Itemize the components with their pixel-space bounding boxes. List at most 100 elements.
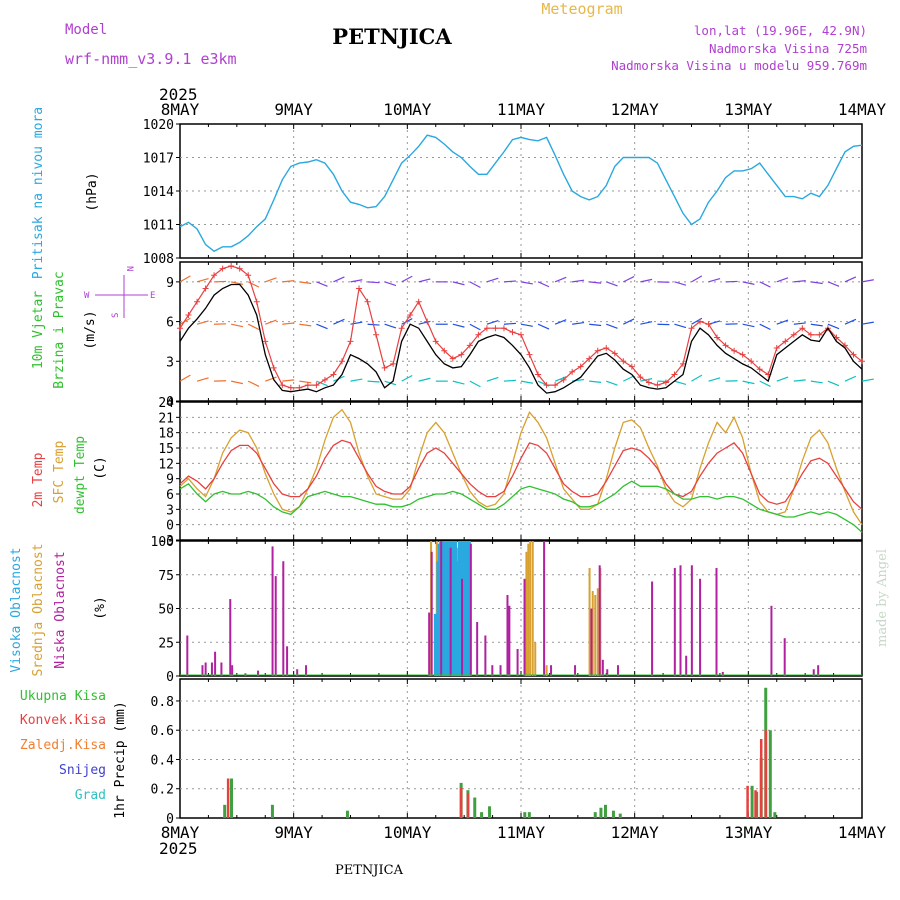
gust-marker — [211, 272, 218, 279]
pressure-unit: (hPa) — [85, 172, 100, 211]
precip-total-bar — [593, 812, 597, 818]
wind-arrow — [776, 376, 789, 382]
compass-e: E — [150, 291, 155, 301]
gust-marker — [245, 272, 252, 279]
credit: made by Angel — [875, 549, 890, 647]
cloud-low-bar — [699, 578, 702, 676]
gust-marker — [526, 351, 533, 358]
cloud-mid-bar — [591, 590, 594, 676]
gust-marker — [543, 382, 550, 389]
wind-arrow — [554, 319, 567, 325]
gust-marker — [628, 363, 635, 370]
y-tick-label: 1011 — [143, 219, 174, 234]
temp-ylabel-3: dewpt Temp — [73, 436, 88, 514]
y-tick-label: 100 — [151, 535, 174, 550]
gust-marker — [714, 334, 721, 341]
cloud-low-bar — [679, 565, 682, 676]
cloud-low-bar — [606, 669, 609, 676]
cloud-low-bar — [210, 662, 213, 676]
precip-conv-bar — [746, 785, 749, 818]
gust-marker — [790, 331, 797, 338]
wind-arrow — [265, 277, 277, 283]
gust-marker — [850, 351, 857, 358]
x-label-top: 14MAY — [838, 100, 887, 119]
cloud-low-bar — [651, 581, 654, 676]
cloud-high-bar — [457, 541, 461, 676]
cloud-low-bar — [305, 665, 308, 676]
gust-marker — [424, 318, 431, 325]
wind-arrow — [418, 278, 431, 283]
cloud-low-bar — [690, 565, 693, 676]
wind-arrow — [674, 281, 687, 286]
cloud-ylabel-3: Niska Oblacnost — [53, 551, 68, 668]
model-altitude: Nadmorska Visina u modelu 959.769m — [611, 58, 867, 73]
y-tick-label: 3 — [166, 503, 174, 518]
gust-marker — [390, 360, 397, 367]
legend-snow: Snijeg — [59, 763, 106, 778]
lonlat: lon,lat (19.96E, 42.9N) — [694, 23, 867, 38]
y-tick-label: 0.8 — [151, 695, 174, 710]
wind-arrow — [231, 323, 244, 328]
precip-total-bar — [603, 804, 607, 818]
gust-marker — [620, 358, 627, 365]
y-tick-label: 0.2 — [151, 783, 174, 798]
wind-arrow — [520, 281, 533, 285]
gust-marker — [194, 298, 201, 305]
wind-arrow — [861, 321, 874, 325]
cloud-low-bar — [685, 655, 688, 676]
gust-marker — [782, 338, 789, 345]
cloud-high-bar — [467, 541, 471, 676]
wind-arrow — [282, 379, 295, 382]
gust-marker — [799, 325, 806, 332]
cloud-low-bar — [186, 635, 189, 676]
y-tick-label: 24 — [158, 396, 174, 411]
y-tick-label: 1014 — [143, 185, 174, 200]
pressure-panel: 1008 1011 1014 1017 1020 — [143, 118, 863, 267]
wind-arrow — [861, 378, 874, 382]
gust-marker — [637, 374, 644, 381]
wind-arrow — [759, 323, 771, 331]
wind-arrow — [793, 280, 806, 283]
precip-total-bar — [773, 812, 777, 818]
wind-arrow — [606, 281, 618, 287]
precip-conv-bar — [226, 778, 230, 818]
gust-marker — [330, 371, 337, 378]
cloud-high-bar — [450, 541, 454, 676]
precip-total-bar — [750, 785, 754, 818]
wind-arrow — [742, 281, 755, 285]
y-tick-label: 1017 — [143, 152, 174, 167]
top-year-label: 2025 — [159, 85, 198, 104]
cloud-low-bar — [201, 665, 204, 676]
cloud-ylabel-2: Srednja Oblacnost — [31, 543, 46, 676]
x-label-top: 13MAY — [724, 100, 773, 119]
compass-n: N — [124, 266, 134, 271]
gust-marker — [270, 364, 277, 371]
y-tick-label: 0.6 — [151, 724, 174, 739]
gust-marker — [492, 325, 499, 332]
x-label-bottom: 8MAY — [161, 823, 200, 842]
cloud-low-bar — [449, 547, 452, 676]
precip-total-bar — [270, 804, 274, 818]
x-label-top: 12MAY — [611, 100, 660, 119]
y-tick-label: 9 — [166, 276, 174, 291]
cloud-mid-bar — [588, 568, 591, 676]
gust-marker — [364, 298, 371, 305]
precip-conv-bar — [759, 738, 763, 818]
cloud-low-bar — [715, 568, 718, 676]
cloud-mid-bar — [529, 541, 532, 676]
y-tick-label: 12 — [158, 457, 174, 472]
wind-arrow — [623, 375, 635, 382]
gust-marker — [475, 331, 482, 338]
x-label-bottom: 13MAY — [724, 823, 773, 842]
gust-marker — [756, 366, 763, 373]
x-label-bottom: 10MAY — [383, 823, 432, 842]
wind-speed-line — [179, 283, 863, 394]
cloud-mid-bar — [534, 642, 537, 676]
gust-marker — [509, 329, 516, 336]
gust-marker — [569, 368, 576, 375]
precip-legend: Ukupna Kisa Konvek.Kisa Zaledj.Kisa Snij… — [20, 689, 106, 803]
wind-arrow — [316, 281, 328, 287]
precip-total-bar — [345, 810, 349, 818]
gust-marker — [500, 325, 507, 332]
